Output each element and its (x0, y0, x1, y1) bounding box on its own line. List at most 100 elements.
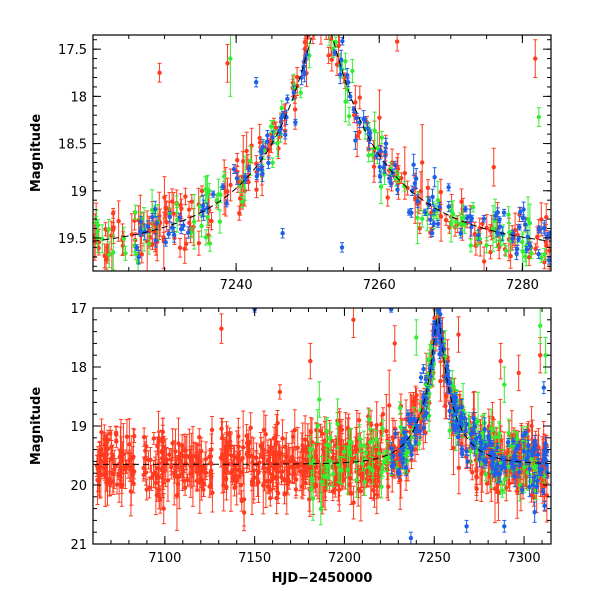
top-green-point (506, 206, 511, 224)
top-blue-marker (293, 120, 298, 125)
top-blue-marker (326, 27, 330, 31)
top-red-marker (326, 53, 331, 58)
top-red-point (438, 191, 444, 242)
top-blue-marker (467, 214, 473, 219)
top-red-marker (225, 61, 230, 66)
top-green-marker (536, 114, 542, 120)
top-blue-marker (253, 80, 259, 85)
top-blue-point (381, 161, 386, 174)
top-blue-marker (518, 209, 523, 215)
top-green-point (321, 9, 325, 20)
bottom-red-point (282, 437, 288, 456)
top-green-marker (111, 250, 116, 255)
top-red-marker (438, 214, 444, 219)
top-y-tick-label: 17.5 (58, 43, 87, 58)
top-blue-marker (463, 206, 468, 212)
top-blue-marker (134, 245, 140, 250)
top-blue-marker (429, 230, 435, 236)
top-blue-marker (323, 17, 327, 21)
top-blue-marker (432, 175, 437, 180)
top-blue-point (177, 212, 182, 222)
top-blue-point (333, 22, 337, 29)
top-blue-marker (171, 232, 177, 238)
top-red-marker (496, 243, 501, 248)
top-green-marker (370, 152, 375, 157)
top-red-marker (459, 199, 464, 204)
top-blue-point (409, 185, 415, 196)
top-green-marker (462, 222, 467, 227)
top-blue-point (428, 214, 433, 225)
top-green-marker (346, 113, 352, 119)
top-green-point (298, 87, 303, 99)
top-green-point (174, 195, 179, 213)
top-blue-point (145, 220, 151, 233)
bottom-red-point (131, 473, 136, 494)
top-green-marker (450, 211, 456, 217)
bottom-red-point (277, 384, 283, 400)
top-green-point (454, 215, 459, 229)
top-blue-marker (333, 23, 337, 27)
top-green-marker (454, 219, 459, 224)
top-red-marker (337, 30, 341, 34)
top-green-marker (419, 216, 425, 222)
top-green-marker (522, 254, 528, 259)
top-blue-marker (163, 240, 168, 245)
top-blue-marker (270, 135, 275, 140)
bottom-red-marker (434, 303, 438, 307)
top-red-point (257, 136, 263, 148)
top-panel: 7240 7260 7280 17.5 18 18.5 19 19.5 Magnitude (29, 0, 552, 293)
top-red-marker (402, 170, 407, 176)
top-red-marker (116, 218, 121, 224)
top-red-point (357, 85, 362, 110)
bottom-red-marker (248, 425, 253, 431)
bottom-red-marker (132, 433, 137, 439)
top-red-marker (276, 146, 281, 151)
top-red-marker (394, 39, 400, 44)
top-blue-point (432, 167, 437, 188)
top-green-marker (350, 68, 355, 74)
top-green-point (111, 234, 116, 271)
top-blue-point (134, 244, 140, 252)
top-red-point (110, 222, 116, 238)
bottom-red-marker (111, 471, 116, 477)
top-blue-marker (374, 153, 379, 158)
top-green-point (239, 196, 245, 208)
top-red-point (191, 208, 196, 246)
bottom-red-marker (261, 483, 266, 488)
top-green-marker (174, 201, 179, 207)
top-blue-point (323, 11, 327, 27)
top-blue-marker (446, 185, 451, 190)
top-red-marker (542, 259, 547, 265)
top-red-marker (110, 227, 116, 232)
top-green-marker (94, 220, 99, 225)
top-red-marker (326, 29, 330, 33)
top-red-marker (371, 164, 377, 169)
top-x-tick-label: 7280 (506, 278, 539, 293)
top-red-point (316, 0, 320, 24)
top-green-point (346, 106, 352, 126)
top-green-point (309, 0, 313, 27)
top-green-marker (379, 135, 385, 140)
top-blue-marker (383, 149, 388, 155)
top-green-point (146, 233, 152, 255)
top-green-marker (248, 158, 253, 164)
top-green-point (468, 238, 474, 253)
top-blue-marker (458, 231, 464, 236)
top-blue-marker (446, 204, 451, 209)
top-blue-point (367, 129, 373, 137)
top-blue-point (524, 245, 529, 254)
top-blue-marker (338, 57, 344, 62)
top-blue-marker (469, 225, 474, 230)
bottom-red-marker (153, 480, 159, 486)
top-red-marker (447, 225, 452, 230)
top-red-point (129, 213, 135, 256)
top-green-marker (100, 236, 105, 242)
top-blue-marker (332, 50, 338, 56)
top-green-point (191, 193, 197, 250)
bottom-red-marker (203, 466, 208, 472)
top-blue-point (362, 116, 368, 123)
top-blue-marker (527, 243, 533, 248)
top-series-blue (134, 11, 551, 265)
top-blue-marker (367, 130, 373, 136)
top-blue-point (315, 19, 319, 26)
